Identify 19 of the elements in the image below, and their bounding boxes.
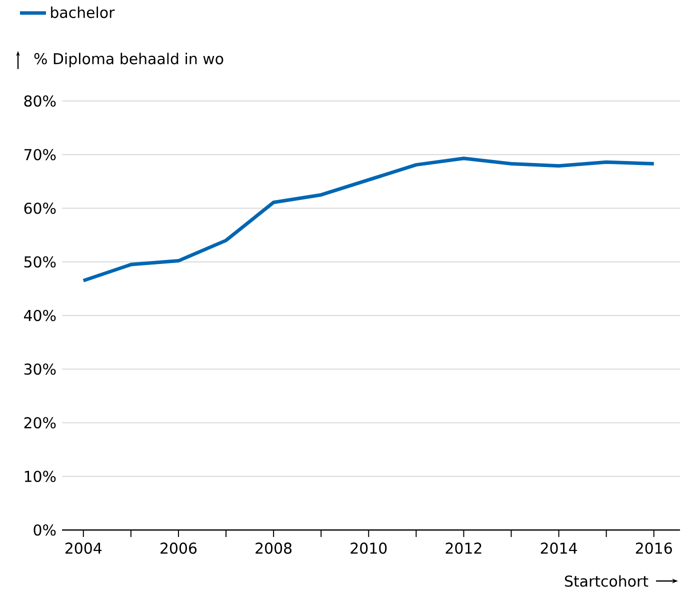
x-tick-label: 2008 bbox=[256, 542, 292, 554]
x-tick-label: 2010 bbox=[350, 542, 387, 554]
x-tick-label: 2012 bbox=[446, 542, 482, 554]
x-tick-label: 2004 bbox=[65, 542, 102, 554]
y-tick-label: 20% bbox=[24, 417, 56, 428]
y-tick-label: 40% bbox=[24, 310, 56, 322]
y-tick-label: 30% bbox=[24, 363, 56, 375]
x-tick-label: 2014 bbox=[540, 542, 577, 554]
y-tick-label: 0% bbox=[34, 524, 56, 536]
legend-label: bachelor bbox=[51, 6, 115, 18]
x-axis-title: Startcohort bbox=[564, 575, 648, 587]
y-tick-label: 70% bbox=[24, 148, 56, 160]
y-axis-title: % Diploma behaald in wo bbox=[34, 52, 224, 68]
x-tick-label: 2016 bbox=[636, 542, 672, 554]
y-tick-label: 50% bbox=[24, 256, 56, 268]
x-tick-label: 2006 bbox=[160, 542, 197, 554]
y-tick-label: 80% bbox=[24, 95, 56, 107]
y-tick-label: 10% bbox=[24, 470, 56, 482]
y-tick-label: 60% bbox=[24, 202, 56, 214]
